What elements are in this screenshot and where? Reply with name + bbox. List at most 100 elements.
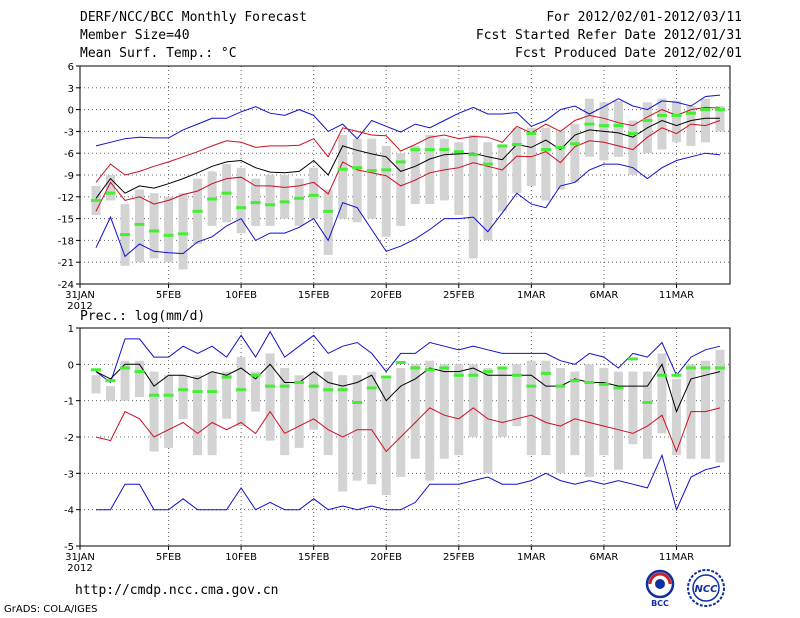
median-marker	[482, 370, 493, 374]
spread-box	[425, 135, 435, 205]
footer-url[interactable]: http://cmdp.ncc.cma.gov.cn	[75, 583, 279, 598]
y-tick-label: -2	[64, 433, 74, 444]
x-tick-label: 2012	[67, 563, 92, 574]
spread-box	[178, 193, 188, 270]
spread-box	[323, 189, 333, 255]
median-marker	[105, 379, 116, 383]
median-marker	[656, 373, 667, 377]
median-marker	[250, 201, 261, 205]
spread-box	[236, 357, 246, 427]
variable-label: Mean Surf. Temp.: °C	[80, 46, 237, 61]
series-line-lower	[95, 407, 721, 453]
median-marker	[294, 196, 305, 200]
median-marker	[685, 111, 696, 115]
y-tick-label: 3	[68, 84, 74, 95]
spread-box	[222, 371, 232, 419]
x-tick-label: 1MAR	[517, 290, 546, 301]
y-tick-label: -24	[58, 280, 74, 291]
median-marker	[91, 198, 101, 202]
spread-box	[599, 367, 609, 456]
series-line-lower	[95, 120, 721, 212]
spread-box	[178, 375, 188, 419]
median-marker	[613, 386, 624, 390]
spread-box	[584, 364, 594, 477]
median-marker	[627, 357, 638, 361]
y-tick-label: -4	[64, 506, 74, 517]
spread-box	[236, 167, 246, 234]
spread-box	[468, 364, 478, 437]
spread-box	[294, 375, 304, 448]
spread-box	[570, 371, 580, 456]
median-marker	[207, 197, 218, 201]
y-tick-label: 0	[68, 360, 74, 371]
series-line-min	[96, 453, 721, 512]
ncc-logo-text: NCC	[694, 584, 718, 595]
x-tick-label: 20FEB	[370, 290, 402, 301]
spread-box	[309, 167, 319, 219]
member-size: Member Size=40	[80, 28, 190, 43]
fcst-produced-date: Fcst Produced Date 2012/02/01	[515, 46, 742, 61]
bcc-logo-text: BCC	[651, 599, 669, 608]
median-marker	[424, 368, 435, 372]
median-marker	[540, 371, 551, 375]
spread-box	[265, 175, 275, 226]
spread-box	[207, 371, 217, 456]
series-line-mean	[95, 117, 720, 199]
median-marker	[221, 375, 232, 379]
median-marker	[671, 373, 682, 377]
spread-box	[671, 100, 681, 143]
median-marker	[163, 233, 174, 237]
spread-box	[686, 105, 696, 146]
median-marker	[642, 400, 653, 404]
median-marker	[178, 388, 189, 392]
ncc-logo: NCC	[687, 569, 725, 607]
spread-box	[396, 367, 406, 477]
x-tick-label: 11MAR	[659, 290, 694, 301]
spread-box	[164, 375, 174, 448]
spread-box	[425, 360, 435, 481]
median-marker	[468, 373, 479, 377]
x-tick-label: 1MAR	[517, 552, 546, 563]
spread-box	[657, 353, 667, 434]
median-marker	[613, 124, 624, 128]
median-marker	[279, 200, 290, 204]
spread-box	[280, 175, 290, 219]
y-tick-label: -12	[58, 193, 74, 204]
median-marker	[395, 361, 406, 365]
panel2-label: Prec.: log(mm/d)	[80, 309, 206, 324]
spread-box	[526, 360, 536, 456]
median-marker	[526, 132, 537, 136]
median-marker	[207, 390, 218, 394]
median-marker	[656, 113, 667, 117]
spread-box	[338, 375, 348, 492]
series-line-mean	[95, 363, 721, 414]
chart-title: DERF/NCC/BCC Monthly Forecast	[80, 10, 307, 25]
spread-box	[381, 378, 391, 496]
x-tick-label: 20FEB	[370, 552, 402, 563]
x-tick-label: 31JAN	[65, 552, 95, 563]
spread-box	[497, 367, 507, 437]
x-tick-label: 6MAR	[590, 552, 619, 563]
series-line-min	[95, 152, 721, 258]
median-marker	[236, 206, 247, 210]
spread-box	[454, 142, 464, 215]
median-marker	[221, 191, 232, 195]
spread-box	[265, 353, 275, 441]
x-tick-label: 11MAR	[659, 552, 694, 563]
median-marker	[598, 124, 609, 128]
spread-box	[468, 135, 478, 259]
median-marker	[381, 375, 392, 379]
median-marker	[323, 388, 334, 392]
spread-box	[149, 193, 159, 259]
spread-box	[381, 145, 391, 237]
median-marker	[352, 400, 363, 404]
x-tick-label: 31JAN	[65, 290, 95, 301]
median-marker	[337, 388, 348, 392]
spread-box	[367, 138, 377, 219]
x-tick-label: 25FEB	[443, 552, 475, 563]
y-tick-label: -21	[58, 258, 74, 269]
spread-box	[323, 371, 333, 456]
spread-box	[671, 378, 681, 456]
x-tick-label: 10FEB	[225, 290, 257, 301]
median-marker	[439, 148, 450, 152]
